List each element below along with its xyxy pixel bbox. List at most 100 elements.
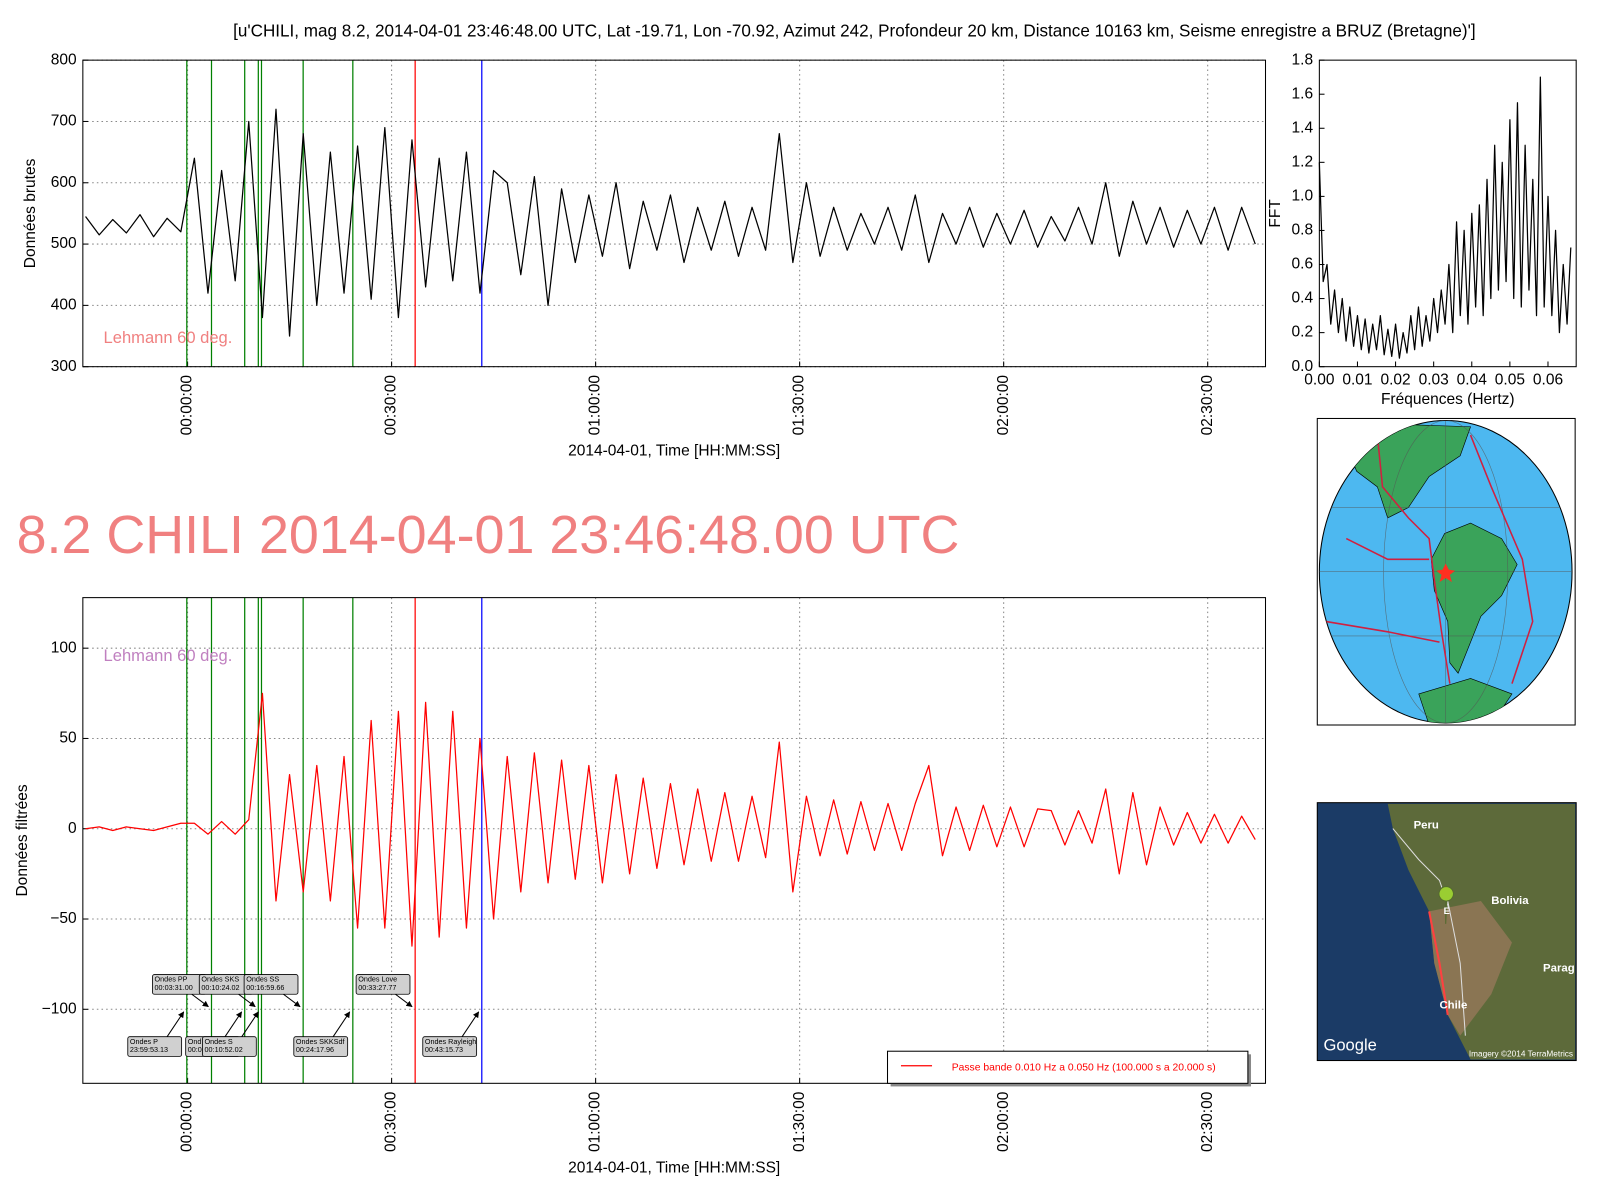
phase-arrow [224, 1011, 243, 1038]
x-tick-label: 02:00:00 [995, 375, 1012, 436]
x-tick-label: 0.00 [1304, 371, 1335, 388]
phase-arrow [332, 1011, 351, 1038]
x-tick-label: 00:00:00 [179, 1091, 196, 1152]
x-tick-label: 00:30:00 [383, 375, 400, 436]
phase-box [355, 974, 411, 995]
x-tick-label: 0.06 [1533, 371, 1563, 388]
x-tick-label: 00:30:00 [383, 1091, 400, 1152]
y-tick-label: 1.8 [1292, 51, 1314, 68]
x-tick-label: 01:30:00 [791, 375, 808, 436]
y-tick-label: 0.2 [1292, 324, 1314, 341]
phase-time: 23:59:53.13 [130, 1045, 168, 1054]
y-tick-label: −50 [50, 910, 77, 927]
phase-name: Ondes Love [358, 975, 397, 984]
phase-time: 00:0 [188, 1045, 202, 1054]
x-tick-label: 0.01 [1342, 371, 1372, 388]
x-tick-label: 01:30:00 [791, 1091, 808, 1152]
phase-time: 00:33:27.77 [358, 983, 396, 992]
phase-name: Ondes SS [246, 975, 279, 984]
x-tick-label: 02:30:00 [1199, 375, 1216, 436]
y-axis-label: Données filtrées [14, 784, 31, 896]
y-tick-label: 0.0 [1292, 358, 1314, 375]
map-label: E [1444, 906, 1450, 916]
phase-name: Ond [188, 1037, 202, 1046]
x-tick-label: 0.03 [1419, 371, 1449, 388]
y-axis-label: Données brutes [22, 158, 39, 268]
phase-name: Ondes PP [155, 975, 188, 984]
x-tick-label: 0.05 [1495, 371, 1525, 388]
phase-name: Ondes SKS [201, 975, 239, 984]
y-tick-label: 0 [68, 820, 77, 837]
y-tick-label: 1.0 [1292, 187, 1314, 204]
phase-name: Ondes P [130, 1037, 158, 1046]
series-line [85, 692, 1256, 947]
x-axis-label: Fréquences (Hertz) [1381, 391, 1515, 408]
phase-time: 00:16:59.66 [246, 983, 284, 992]
phase-arrow [191, 993, 209, 1008]
annotation: Lehmann 60 deg. [104, 328, 233, 347]
y-tick-label: 300 [51, 358, 77, 375]
phase-arrow [238, 993, 256, 1008]
x-tick-label: 00:00:00 [179, 375, 196, 436]
x-tick-label: 02:30:00 [1199, 1091, 1216, 1152]
y-tick-label: 600 [51, 174, 77, 191]
y-tick-label: 400 [51, 296, 77, 313]
satellite-map [1316, 802, 1577, 1062]
map-label: Chile [1439, 1000, 1467, 1012]
phase-box [422, 1036, 478, 1057]
y-tick-label: 0.4 [1292, 290, 1314, 307]
phase-time: 00:10:24.02 [201, 983, 239, 992]
x-tick-label: 01:00:00 [587, 375, 604, 436]
annotation: Lehmann 60 deg. [104, 646, 233, 665]
phase-name: Ondes SKKSdf [296, 1037, 346, 1046]
legend-box [886, 1050, 1249, 1084]
phase-arrow [283, 993, 301, 1008]
phase-time: 00:03:31.00 [155, 983, 193, 992]
y-tick-label: 1.2 [1292, 153, 1314, 170]
plot-frame [82, 59, 1267, 368]
y-tick-label: 0.8 [1292, 222, 1314, 239]
phase-name: Ondes Rayleigh [425, 1037, 476, 1046]
y-axis-label: FFT [1267, 199, 1284, 228]
y-tick-label: 50 [59, 730, 77, 747]
legend-label: Passe bande 0.010 Hz a 0.050 Hz (100.000… [952, 1063, 1216, 1074]
phase-time: 00:10:52.02 [205, 1045, 243, 1054]
y-tick-label: 0.6 [1292, 256, 1314, 273]
series-line [85, 108, 1256, 337]
phase-time: 00:24:17.96 [296, 1045, 334, 1054]
y-tick-label: −100 [42, 1000, 77, 1017]
y-tick-label: 500 [51, 235, 77, 252]
y-tick-label: 1.6 [1292, 85, 1314, 102]
phase-time: 00:43:15.73 [425, 1045, 463, 1054]
plot-frame [1318, 59, 1577, 368]
x-axis-label: 2014-04-01, Time [HH:MM:SS] [568, 1159, 780, 1176]
phase-arrow [166, 1011, 185, 1038]
heading: 8.2 CHILI 2014-04-01 23:46:48.00 UTC [17, 505, 960, 565]
globe-map [1316, 417, 1576, 726]
phase-box [127, 1036, 183, 1057]
phase-arrow [395, 993, 413, 1008]
phase-arrow [241, 1011, 259, 1038]
y-tick-label: 1.4 [1292, 119, 1314, 136]
phase-box [293, 1036, 349, 1057]
y-tick-label: 100 [51, 639, 77, 656]
x-tick-label: 02:00:00 [995, 1091, 1012, 1152]
phase-box [243, 974, 299, 995]
phase-arrow [461, 1011, 480, 1038]
x-tick-label: 0.04 [1457, 371, 1488, 388]
x-axis-label: 2014-04-01, Time [HH:MM:SS] [568, 443, 780, 460]
map-label: Bolivia [1491, 895, 1529, 907]
chart-title: [u'CHILI, mag 8.2, 2014-04-01 23:46:48.0… [233, 22, 1476, 41]
map-credit: Imagery ©2014 TerraMetrics [1469, 1050, 1573, 1059]
map-label: Peru [1414, 819, 1439, 831]
x-tick-label: 0.02 [1380, 371, 1410, 388]
map-label: Parag [1543, 962, 1575, 974]
series-line [1318, 76, 1572, 359]
y-tick-label: 800 [51, 51, 77, 68]
y-tick-label: 700 [51, 113, 77, 130]
map-brand: Google [1323, 1035, 1376, 1054]
phase-box [202, 1036, 257, 1057]
phase-name: Ondes S [205, 1037, 233, 1046]
plot-area [82, 597, 1266, 1084]
